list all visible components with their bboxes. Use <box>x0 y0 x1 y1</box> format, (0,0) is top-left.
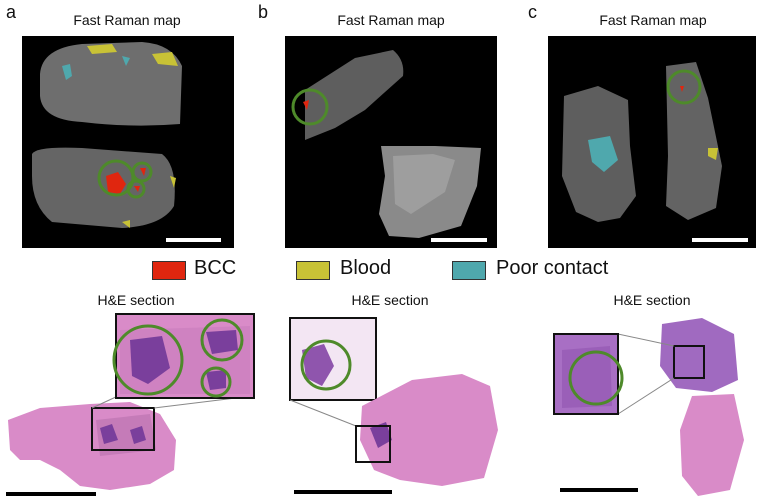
he-section-c <box>512 310 763 503</box>
legend-label-bcc: BCC <box>194 257 237 279</box>
legend-swatch-bcc <box>152 261 186 280</box>
raman-title-c: Fast Raman map <box>599 12 707 28</box>
he-section-a <box>0 310 260 503</box>
scale-bar-he-a <box>6 492 96 496</box>
raman-title-b: Fast Raman map <box>337 12 445 28</box>
legend-label-blood: Blood <box>340 257 392 279</box>
he-title-a: H&E section <box>97 292 175 308</box>
legend-label-poor-contact: Poor contact <box>496 257 609 279</box>
raman-map-a <box>22 36 234 248</box>
panel-label-a: a <box>6 2 17 22</box>
panel-label-b: b <box>258 2 269 22</box>
scale-bar-he-c <box>560 488 638 492</box>
legend-swatch-blood <box>296 261 330 280</box>
raman-title-a: Fast Raman map <box>73 12 181 28</box>
raman-map-c <box>548 36 756 248</box>
legend-swatch-poor-contact <box>452 261 486 280</box>
scale-bar-he-b <box>294 490 392 494</box>
he-title-b: H&E section <box>351 292 429 308</box>
scale-bar-a <box>166 238 221 242</box>
he-title-c: H&E section <box>613 292 691 308</box>
scale-bar-c <box>692 238 748 242</box>
raman-map-b <box>285 36 497 248</box>
panel-label-c: c <box>528 2 537 22</box>
he-section-b <box>262 310 512 503</box>
scale-bar-b <box>431 238 487 242</box>
